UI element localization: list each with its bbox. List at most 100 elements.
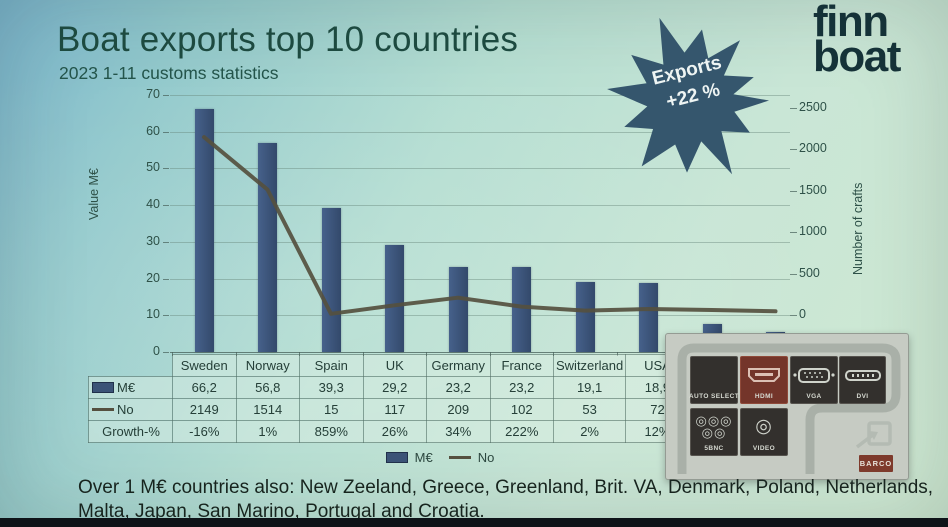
osd-exit-arrow-icon [855,421,892,449]
row-header-m€: M€ [88,376,173,399]
bar-series-swatch-icon [385,452,408,463]
column-header-spain: Spain [299,354,364,377]
data-table: Sweden Norway Spain UK Germany France Switzerl… [88,354,690,443]
blank-icon-area [691,357,737,393]
cell-m€-switzerland: 19,1 [552,376,627,399]
left-axis-tickmark-40 [163,205,169,207]
bar-Switzerland [575,281,595,352]
cell-growth-%-uk: 26% [362,420,427,443]
osd-button-hdmi[interactable]: HDMI [740,356,788,404]
footer-note: Over 1 M€ countries also: New Zeeland, G… [78,476,938,524]
table-row: No 2149 1514 15 117 209 102 53 72 [88,398,690,421]
footer-line1: Over 1 M€ countries also: New Zeeland, G… [78,477,934,498]
cell-m€-france: 23,2 [489,376,554,399]
right-axis-tick-1000: 1000 [799,224,827,239]
left-axis-tickmark-20 [163,278,169,280]
left-axis-tick-20: 20 [146,270,160,285]
bnc5-icon-area: ◎◎◎ ◎◎ [691,409,737,445]
line-series-swatch-icon [92,408,114,411]
osd-button-label: DVI [856,393,869,400]
right-axis-tick-2000: 2000 [799,141,827,156]
left-axis-tickmark-0 [163,352,169,353]
osd-button-label: AUTO SELECT [688,393,740,400]
column-header-uk: UK [362,354,427,377]
right-axis-title: Number of crafts [851,182,865,275]
left-axis-title: Value M€ [87,168,101,220]
column-header-france: France [489,354,554,377]
column-header-norway: Norway [235,354,300,377]
table-row: M€ 66,2 56,8 39,3 29,2 23,2 23,2 19,1 18,9 [88,376,690,399]
osd-button-label: 5BNC [704,445,724,452]
gridline-20 [170,278,790,280]
osd-button-video[interactable]: ◎ VIDEO [740,408,788,456]
left-axis-tick-50: 50 [146,160,160,175]
left-axis-tick-40: 40 [146,197,160,212]
finnboat-logo: finn boat [813,0,901,79]
cell-no-norway: 1514 [235,398,300,421]
bar-France [512,266,531,352]
cell-m€-spain: 39,3 [299,376,364,399]
gridline-60 [170,131,790,133]
left-axis-tick-30: 30 [146,233,160,248]
gridline-40 [170,205,790,207]
bar-USA [639,282,658,352]
right-axis-tick-1500: 1500 [799,182,827,197]
osd-button-dvi[interactable]: DVI [839,356,886,404]
osd-button-vga[interactable]: VGA [790,356,838,404]
osd-button-label: HDMI [754,393,774,400]
left-axis-tick-60: 60 [146,123,160,138]
bar-UK [385,244,404,352]
osd-pipe-border [677,343,901,474]
right-axis-tickmark-1000 [790,232,797,234]
left-axis-tickmark-30 [163,241,169,243]
row-header-no: No [88,398,173,421]
column-header-switzerland: Switzerland [552,354,627,377]
logo-line-finn: finn [813,0,889,46]
osd-button-5bnc[interactable]: ◎◎◎ ◎◎ 5BNC [690,408,738,456]
dvi-icon-area [840,357,885,393]
left-axis-tickmark-70 [163,95,169,96]
cell-growth-%-spain: 859% [299,420,364,443]
cell-no-germany: 209 [426,398,491,421]
bnc1-icon-area: ◎ [741,409,787,445]
chart-legend: M€ No [280,450,600,465]
legend-item-meur: M€ [385,450,433,465]
left-axis-tickmark-50 [163,168,169,170]
page-subtitle: 2023 1-11 customs statistics [59,63,279,83]
left-axis-tick-10: 10 [146,307,160,322]
right-axis-tickmark-500 [790,273,797,275]
vga-connector-icon [793,368,835,383]
gridline-50 [170,168,790,170]
cell-growth-%-germany: 34% [426,420,491,443]
bnc-connector-icon: ◎ [755,415,773,437]
cell-no-uk: 117 [362,398,427,421]
left-axis-tickmark-10 [163,315,169,317]
right-axis-tick-2500: 2500 [799,100,827,114]
legend-item-no: No [448,450,495,465]
bar-Germany [448,266,468,352]
right-axis-tickmark-2000 [790,149,797,151]
dvi-connector-icon [844,370,881,381]
osd-button-label: VGA [806,393,822,400]
x-axis-line [170,352,790,353]
plot-area [170,95,790,356]
cell-growth-%-france: 222% [489,420,554,443]
right-axis-tickmark-1500 [790,190,797,192]
footer-line2: Malta, Japan, San Marino, Portugal and C… [78,500,485,522]
photo-bottom-edge [0,518,948,527]
cell-no-france: 102 [489,398,554,421]
right-axis-tick-500: 500 [799,265,820,280]
cell-growth-%-sweden: -16% [172,420,237,443]
right-axis-tickmark-0 [790,315,797,316]
column-header-sweden: Sweden [172,354,237,377]
no-of-crafts-line [202,135,778,316]
legend-label-no: No [477,450,495,465]
cell-no-spain: 15 [299,398,364,421]
row-header-growth-%: Growth-% [88,420,173,443]
osd-button-auto-select[interactable]: AUTO SELECT [688,356,740,404]
osd-input-panel: AUTO SELECT HDMI VGA DVI ◎◎◎ ◎◎ 5BNC ◎ VIDEO BAR… [665,333,909,480]
line-series-swatch-icon [448,456,471,459]
bnc-5-connectors-icon: ◎◎◎ ◎◎ [695,412,733,440]
table-header-row: Sweden Norway Spain UK Germany France Switzerl… [89,354,690,377]
left-axis-tick-70: 70 [146,87,160,101]
